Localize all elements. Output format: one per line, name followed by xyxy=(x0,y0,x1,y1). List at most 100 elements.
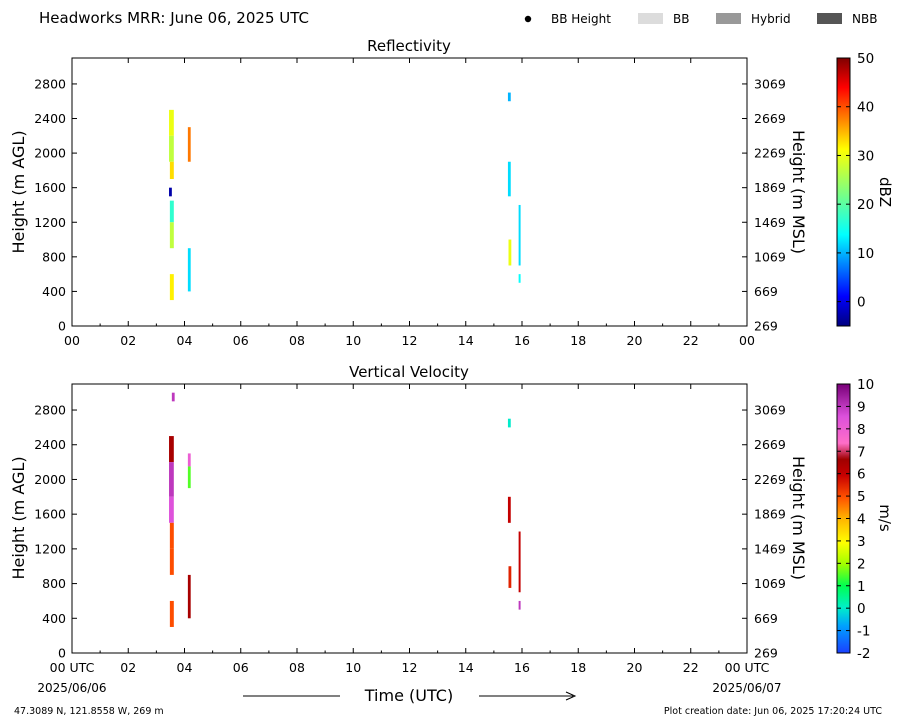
x-tick-label: 18 xyxy=(570,333,586,348)
data-cell xyxy=(169,462,174,497)
y2-tick-label: 1869 xyxy=(754,180,786,195)
velocity-plot-area xyxy=(71,383,748,654)
x-tick-label: 04 xyxy=(177,333,193,348)
data-cell xyxy=(187,248,191,292)
y-tick-label: 400 xyxy=(42,611,66,626)
dbz-colorbar xyxy=(836,57,851,327)
colorbar-tick-label: 3 xyxy=(857,534,866,550)
velocity-colorbar-label: m/s xyxy=(876,504,894,532)
x-tick-label: 14 xyxy=(458,660,474,675)
colorbar-tick-label: 50 xyxy=(857,51,874,67)
colorbar-tick-label: 10 xyxy=(857,246,874,262)
velocity-colorbar-ticks: -2 -1 0 1 2 3 4 5 6 7 8 9 10 xyxy=(837,377,874,662)
reflectivity-y2label: Height (m MSL) xyxy=(789,130,808,254)
x-tick-label: 16 xyxy=(514,660,530,675)
page-title: Headworks MRR: June 06, 2025 UTC xyxy=(39,9,309,27)
y2-tick-label: 2269 xyxy=(754,472,786,487)
y-tick-label: 2000 xyxy=(34,472,66,487)
x-tick-label: 14 xyxy=(458,333,474,348)
y-tick-label: 2000 xyxy=(34,146,66,161)
data-cell xyxy=(507,161,511,197)
data-cell xyxy=(169,161,174,180)
colorbar-tick-label: -1 xyxy=(857,624,870,640)
velocity-ylabel: Height (m AGL) xyxy=(9,456,28,579)
x-end-date: 2025/06/07 xyxy=(712,681,781,695)
legend-swatch-bb xyxy=(638,13,663,24)
y2-tick-label: 2669 xyxy=(754,437,786,452)
colorbar-tick-label: 20 xyxy=(857,197,874,213)
data-cell xyxy=(169,496,174,523)
y2-tick-label: 1469 xyxy=(754,541,786,556)
colorbar-tick-label: 8 xyxy=(857,422,866,438)
x-tick-label: 22 xyxy=(683,660,699,675)
data-cell xyxy=(518,204,521,266)
y-tick-label: 0 xyxy=(58,319,66,334)
legend-label: BB xyxy=(673,12,689,26)
x-tick-label: 12 xyxy=(402,660,418,675)
data-cell xyxy=(169,187,172,197)
x-tick-label: 20 xyxy=(627,660,643,675)
x-tick-label: 08 xyxy=(289,333,305,348)
data-cell xyxy=(507,92,511,102)
velocity-data xyxy=(169,392,521,627)
y2-tick-label: 669 xyxy=(754,611,778,626)
data-cell xyxy=(169,200,174,223)
y-tick-label: 1600 xyxy=(34,507,66,522)
legend-label: Hybrid xyxy=(751,12,791,26)
y2-tick-label: 269 xyxy=(754,319,778,334)
x-tick-label: 00 xyxy=(64,333,80,348)
data-cell xyxy=(169,548,174,575)
legend-swatch-nbb xyxy=(817,13,842,24)
y2-tick-label: 1069 xyxy=(754,249,786,264)
y2-tick-label: 669 xyxy=(754,284,778,299)
y-tick-label: 2400 xyxy=(34,437,66,452)
y-tick-label: 1200 xyxy=(34,215,66,230)
data-cell xyxy=(169,436,174,463)
x-tick-label: 08 xyxy=(289,660,305,675)
data-cell xyxy=(169,222,174,249)
x-tick-label: 16 xyxy=(514,333,530,348)
x-tick-label: 06 xyxy=(233,333,249,348)
y2-tick-label: 3069 xyxy=(754,76,786,91)
x-tick-label: 00 UTC xyxy=(725,660,770,675)
colorbar-tick-label: 0 xyxy=(857,295,866,311)
colorbar-tick-label: 6 xyxy=(857,467,866,483)
colorbar-tick-label: 7 xyxy=(857,444,866,460)
x-tick-label: 20 xyxy=(627,333,643,348)
time-arrow-head-icon xyxy=(565,691,577,701)
reflectivity-title: Reflectivity xyxy=(367,37,451,55)
colorbar-tick-label: 5 xyxy=(857,489,866,505)
colorbar-tick-label: 1 xyxy=(857,579,866,595)
data-cell xyxy=(508,239,512,266)
plot-creation-date: Plot creation date: Jun 06, 2025 17:20:2… xyxy=(664,706,882,717)
status-legend: BB Height BB Hybrid NBB xyxy=(524,12,877,26)
y-tick-label: 0 xyxy=(58,646,66,661)
data-cell xyxy=(171,392,175,402)
data-cell xyxy=(187,574,191,619)
reflectivity-plot-area xyxy=(71,57,748,327)
x-tick-label: 22 xyxy=(683,333,699,348)
x-tick-label: 00 xyxy=(739,333,755,348)
y2-tick-label: 1069 xyxy=(754,576,786,591)
data-cell xyxy=(169,109,174,136)
velocity-y2label: Height (m MSL) xyxy=(789,456,808,580)
velocity-panel: Vertical Velocity 00 UTC 02 04 06 08 10 12 14 16… xyxy=(9,363,894,675)
colorbar-tick-label: -2 xyxy=(857,646,870,662)
dbz-colorbar-ticks: 0 10 20 30 40 50 xyxy=(837,51,874,311)
x-tick-label: 04 xyxy=(177,660,193,675)
colorbar-tick-label: 4 xyxy=(857,512,866,528)
reflectivity-ylabel: Height (m AGL) xyxy=(9,130,28,253)
data-cell xyxy=(169,600,174,627)
y2-tick-label: 3069 xyxy=(754,403,786,418)
colorbar-tick-label: 2 xyxy=(857,556,866,572)
x-tick-label: 02 xyxy=(120,660,136,675)
x-start-date: 2025/06/06 xyxy=(37,681,106,695)
data-cell xyxy=(187,453,191,467)
reflectivity-data xyxy=(169,92,521,301)
y2-tick-label: 2269 xyxy=(754,146,786,161)
data-cell xyxy=(507,496,511,523)
legend-label: BB Height xyxy=(551,12,611,26)
